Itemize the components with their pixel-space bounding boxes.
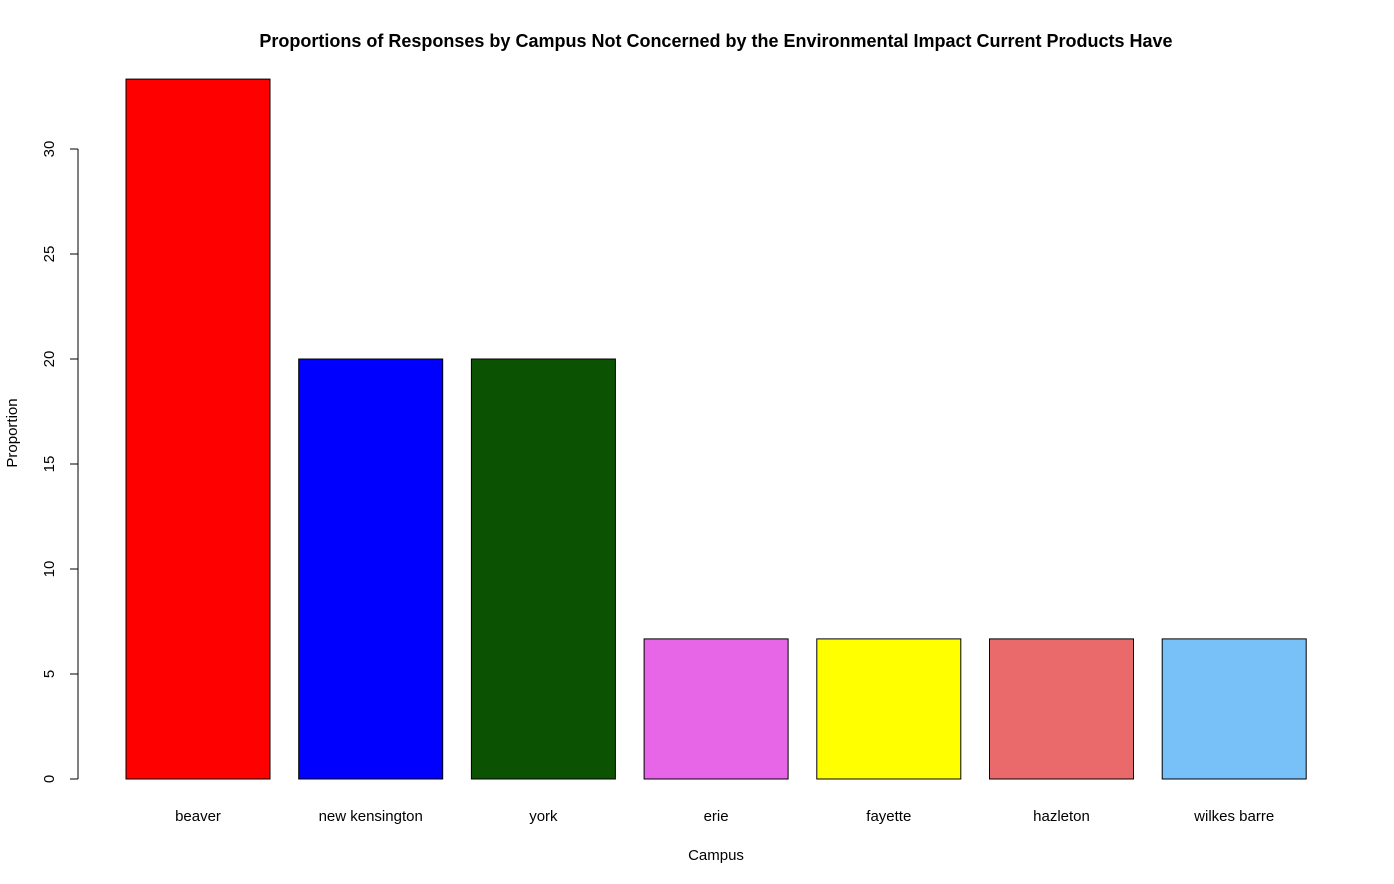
bar-york [470, 358, 616, 780]
y-tick-label: 20 [41, 351, 58, 368]
chart-title: Proportions of Responses by Campus Not C… [259, 31, 1172, 51]
y-tick-label: 10 [41, 561, 58, 578]
x-tick-label: beaver [175, 808, 221, 825]
x-tick-label: york [529, 808, 558, 825]
y-tick-label: 15 [41, 456, 58, 473]
y-tick-label: 5 [41, 670, 58, 678]
x-tick-label: hazleton [1033, 808, 1090, 825]
bar-fayette [816, 638, 962, 780]
y-tick-label: 25 [41, 246, 58, 263]
x-tick-labels: beaver new kensington york erie fayette hazle… [175, 808, 1274, 825]
x-tick-label: new kensington [319, 808, 423, 825]
y-axis-label: Proportion [4, 398, 21, 467]
x-axis-label: Campus [688, 847, 744, 864]
y-tick-label: 0 [41, 775, 58, 783]
bars-group [125, 78, 1307, 780]
x-tick-label: wilkes barre [1193, 808, 1274, 825]
x-tick-label: fayette [866, 808, 911, 825]
y-axis: 0 5 10 15 20 25 30 [41, 141, 79, 783]
bar-hazleton [989, 638, 1134, 780]
bar-new-kensington [298, 358, 444, 780]
bar-erie [643, 638, 789, 780]
y-tick-label: 30 [41, 141, 58, 158]
x-tick-label: erie [704, 808, 729, 825]
bar-wilkes-barre [1161, 638, 1307, 780]
bar-beaver [125, 78, 271, 780]
